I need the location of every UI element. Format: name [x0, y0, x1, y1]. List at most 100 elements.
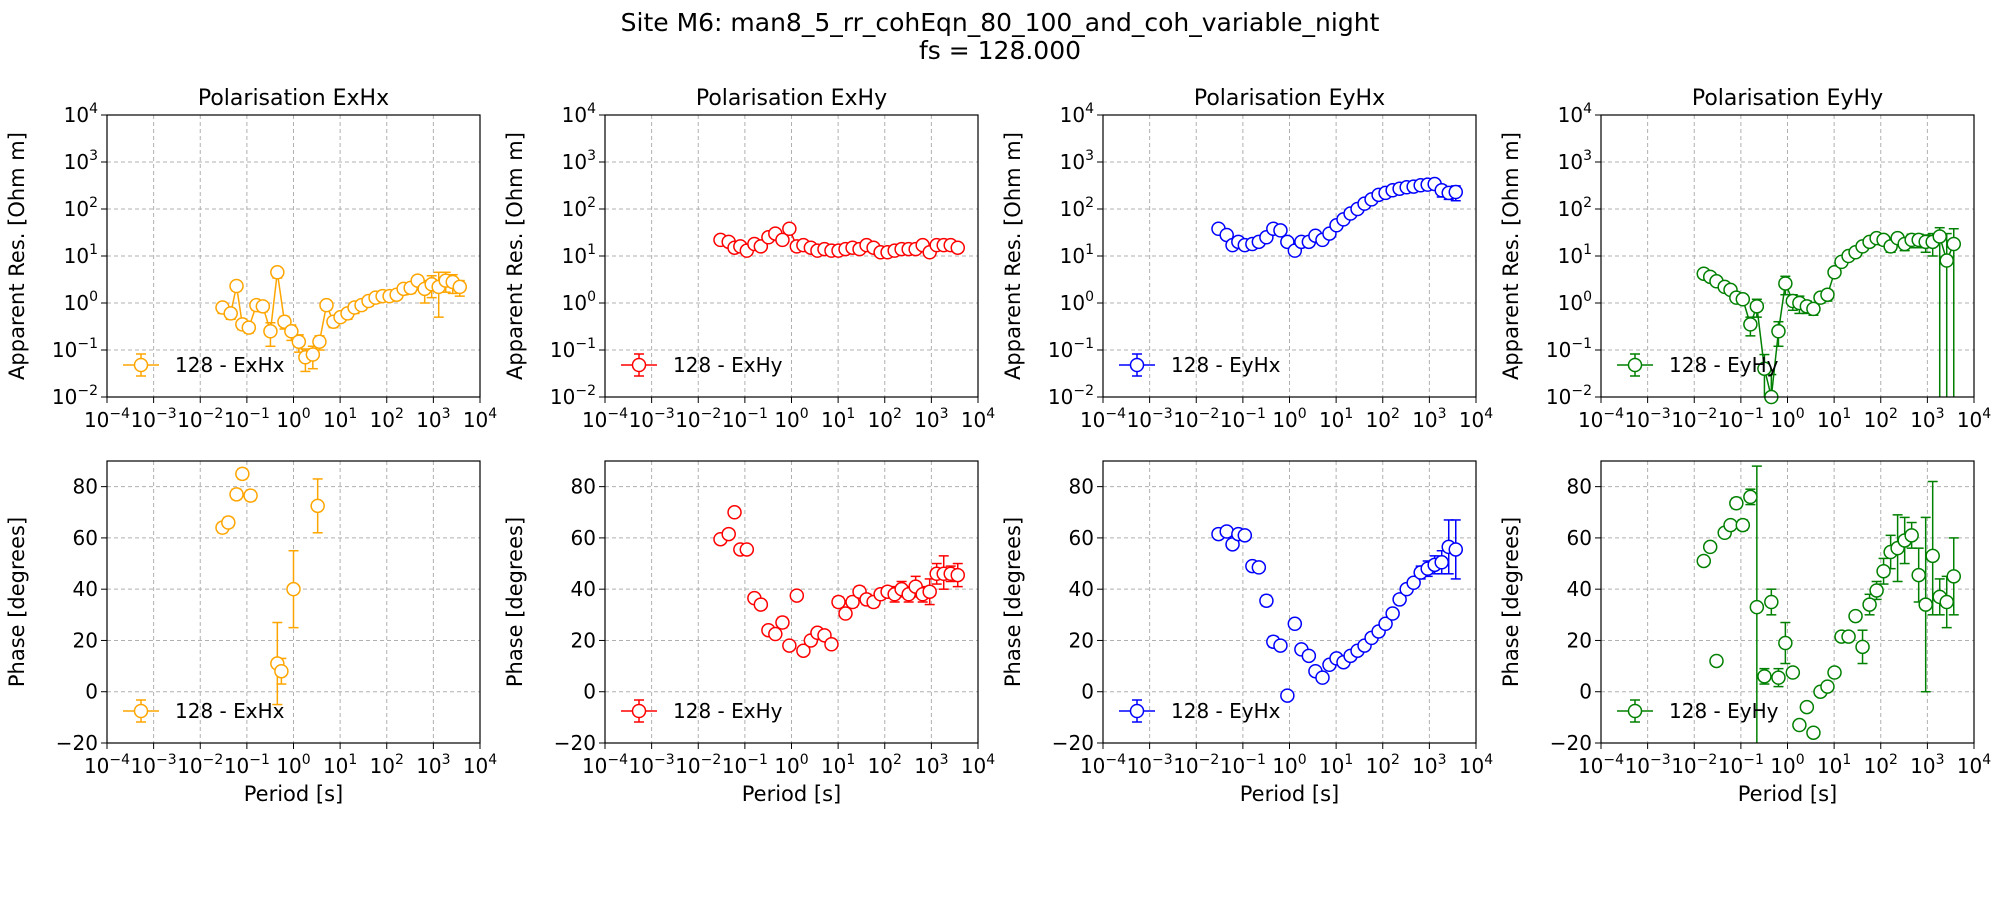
data-point	[1749, 599, 1765, 615]
legend-label: 128 - EyHy	[1669, 353, 1779, 377]
y-tick-label: 102	[1558, 195, 1592, 221]
data-point	[241, 320, 257, 335]
data-point	[1702, 539, 1718, 555]
data-point	[1406, 575, 1421, 591]
axes-frame	[604, 114, 979, 398]
data-point	[1771, 670, 1786, 685]
x-tick-label: 103	[1910, 752, 1944, 778]
data-point	[310, 498, 325, 514]
axes-frame	[106, 460, 481, 744]
y-tick-label: 20	[1567, 628, 1592, 652]
panel-title: Polarisation ExHy	[696, 86, 887, 111]
legend-marker	[1627, 703, 1643, 719]
x-tick-label: 101	[821, 752, 855, 778]
data-point	[1729, 496, 1744, 511]
legend-marker	[1129, 703, 1145, 719]
x-tick-label: 10−2	[177, 752, 223, 778]
y-tick-label: 10−2	[550, 383, 596, 409]
legend-label: 128 - ExHy	[673, 353, 783, 377]
x-tick-label: 101	[323, 752, 357, 778]
panel-title: Polarisation ExHx	[198, 86, 389, 111]
y-tick-label: 10−1	[1546, 336, 1592, 362]
y-tick-label: 100	[64, 289, 98, 315]
data-point	[782, 638, 797, 653]
x-tick-label: 103	[1412, 406, 1446, 432]
legend-marker	[1129, 357, 1145, 373]
data-point	[1273, 638, 1288, 653]
y-tick-label: 20	[1069, 628, 1094, 652]
x-tick-label: 103	[1910, 406, 1944, 432]
x-tick-label: 10−4	[582, 406, 628, 432]
data-point	[1778, 276, 1793, 291]
y-tick-label: 60	[73, 526, 98, 550]
x-tick-label: 10−4	[1080, 752, 1126, 778]
y-axis-label: Apparent Res. [Ohm m]	[503, 132, 527, 380]
x-tick-label: 100	[276, 752, 310, 778]
data-point	[255, 299, 271, 314]
y-tick-label: 101	[1060, 242, 1094, 268]
y-tick-label: 104	[1060, 101, 1094, 127]
data-point	[1855, 639, 1870, 655]
data-point	[305, 347, 321, 362]
data-point	[312, 334, 327, 349]
y-axis-label: Apparent Res. [Ohm m]	[5, 132, 29, 380]
data-point	[768, 626, 783, 642]
axes-frame	[1600, 114, 1975, 398]
data-point	[782, 221, 797, 237]
legend-label: 128 - ExHy	[673, 699, 783, 723]
data-point	[1743, 317, 1758, 332]
data-point	[277, 314, 292, 329]
y-tick-label: 103	[562, 148, 596, 174]
y-tick-label: 100	[1060, 289, 1094, 315]
y-tick-label: 10−1	[550, 336, 596, 362]
x-tick-label: 104	[961, 752, 995, 778]
y-tick-label: −20	[1052, 731, 1094, 755]
legend-label: 128 - ExHx	[175, 353, 285, 377]
x-tick-label: 100	[1272, 752, 1306, 778]
x-tick-label: 10−4	[1578, 406, 1624, 432]
data-point	[1799, 699, 1815, 715]
x-tick-label: 104	[1459, 406, 1493, 432]
y-tick-label: 60	[571, 526, 596, 550]
chart-panel-2: 10−4 10−3 10−2 10−1 100 101 102 103 10410−210−11…	[503, 86, 995, 432]
legend-label: 128 - EyHx	[1171, 353, 1281, 377]
x-axis-label: Period [s]	[1240, 782, 1339, 806]
x-axis-label: Period [s]	[742, 782, 841, 806]
chart-panel-5: 10−4 10−3 10−2 10−1 100 101 102 103 104 −20 0 20 40 6…	[5, 460, 497, 806]
data-point	[229, 487, 244, 502]
data-point	[1764, 594, 1779, 610]
data-point	[1385, 606, 1400, 621]
data-point	[1273, 223, 1288, 238]
axes-frame	[1102, 460, 1477, 744]
data-point	[845, 594, 860, 610]
x-tick-label: 10−1	[1718, 752, 1764, 778]
x-tick-label: 104	[1459, 752, 1493, 778]
x-tick-label: 102	[1366, 406, 1400, 432]
x-tick-label: 102	[1366, 752, 1400, 778]
x-tick-label: 101	[1319, 752, 1353, 778]
y-axis-label: Phase [degrees]	[1499, 517, 1523, 687]
data-point	[1735, 292, 1751, 307]
x-tick-label: 100	[774, 752, 808, 778]
legend-marker	[1627, 357, 1643, 373]
data-point	[1771, 324, 1786, 339]
y-tick-label: 103	[1060, 148, 1094, 174]
data-point	[950, 567, 966, 583]
x-tick-label: 10−3	[629, 406, 675, 432]
y-tick-label: 101	[1558, 242, 1592, 268]
data-point	[1315, 670, 1330, 685]
x-tick-label: 10−3	[1625, 752, 1671, 778]
data-point	[1939, 253, 1954, 268]
data-point	[1918, 597, 1933, 612]
y-tick-label: 10−1	[1048, 336, 1094, 362]
x-tick-label: 101	[323, 406, 357, 432]
y-tick-label: 100	[562, 289, 596, 315]
x-tick-label: 100	[774, 406, 808, 432]
data-point	[319, 297, 334, 313]
legend-marker	[631, 703, 647, 719]
data-point	[1841, 629, 1856, 644]
data-point	[1723, 517, 1738, 533]
data-point	[922, 584, 937, 599]
data-point	[270, 265, 285, 280]
